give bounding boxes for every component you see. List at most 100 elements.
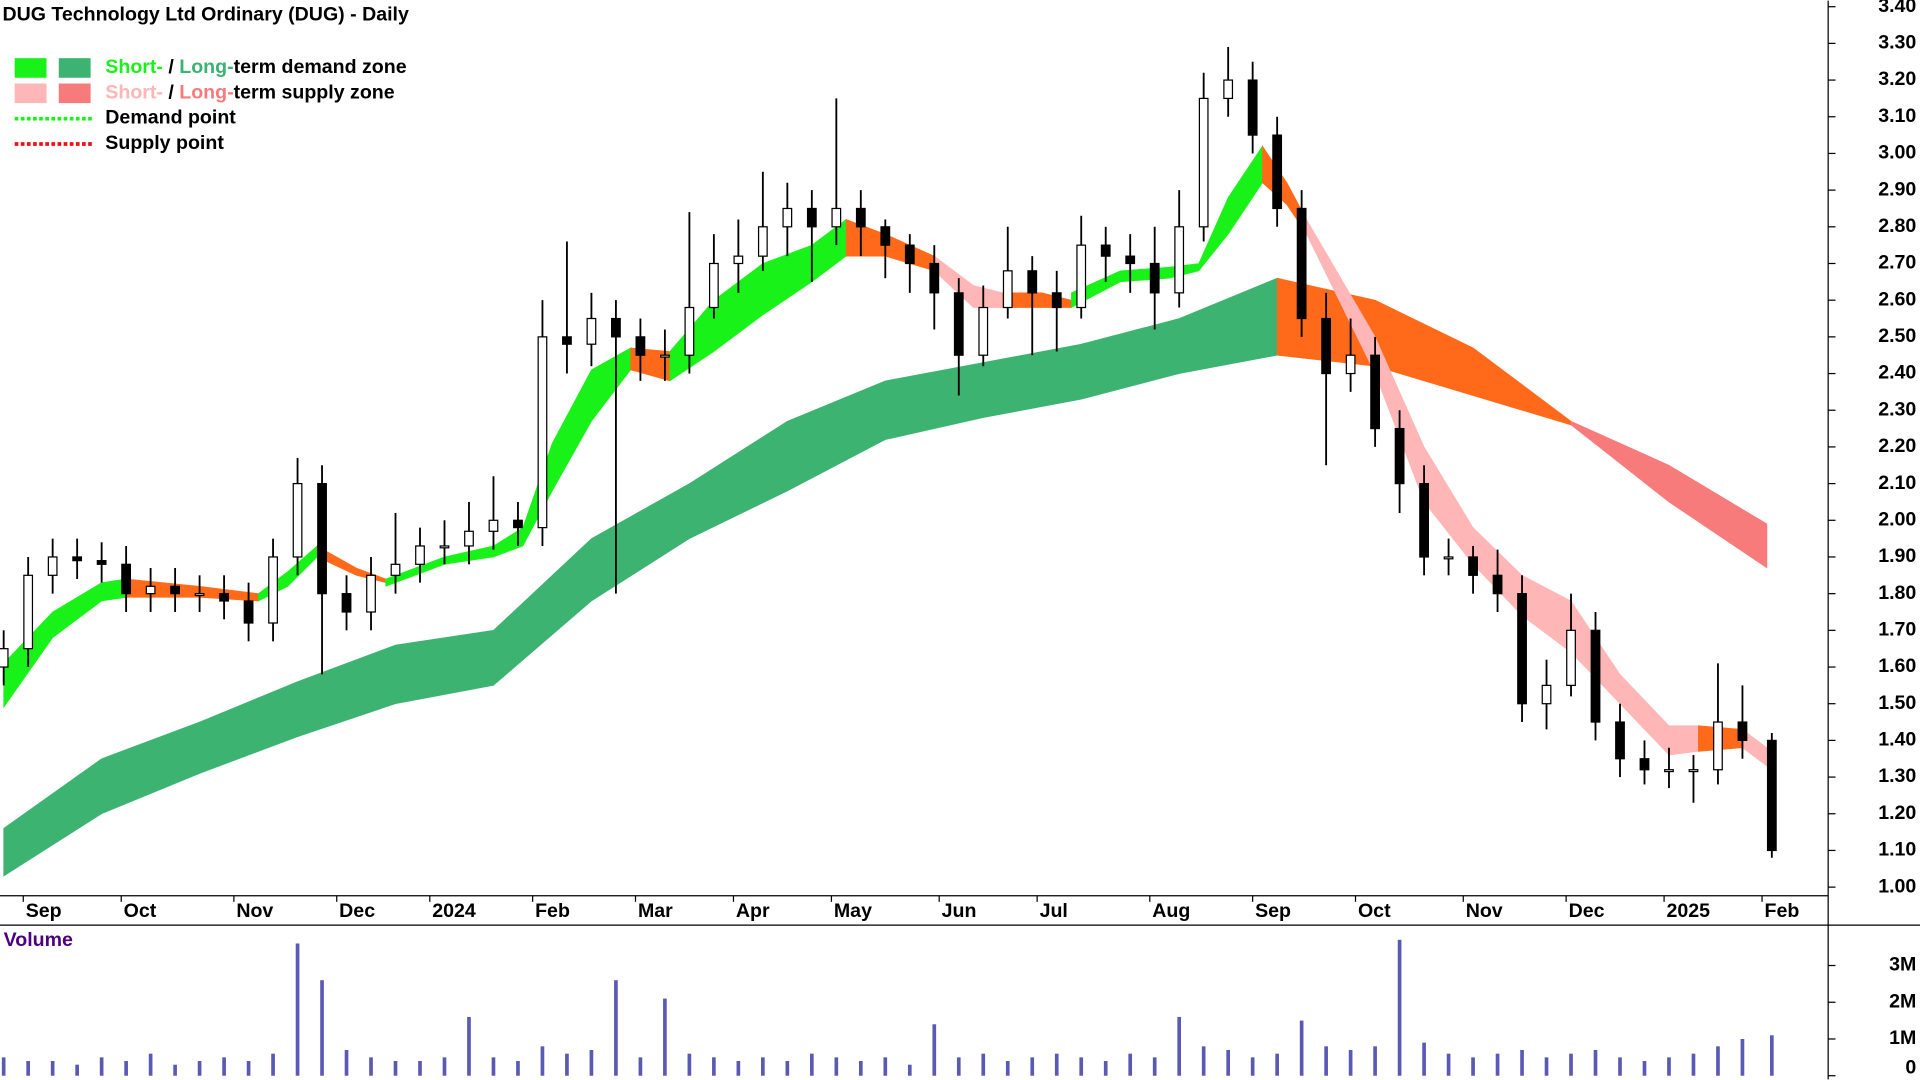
candle-body <box>243 600 254 624</box>
volume-bar <box>1593 1050 1598 1076</box>
y-tick-label: 1.90 <box>1878 545 1916 567</box>
legend-label-part: Short- <box>105 81 163 103</box>
candle-body <box>488 519 499 532</box>
y-tick-label: 1.60 <box>1878 655 1916 677</box>
candle-body <box>1149 262 1160 294</box>
volume-bar <box>687 1053 692 1076</box>
volume-bar <box>785 1061 790 1076</box>
volume-bar <box>883 1057 888 1076</box>
candle-body <box>1125 255 1136 265</box>
volume-bar <box>1250 1057 1255 1076</box>
y-tick-label: 2.70 <box>1878 252 1916 274</box>
candle-body <box>121 563 132 595</box>
candle-body <box>929 262 940 294</box>
y-tick-label: 1.00 <box>1878 875 1916 897</box>
candle-body <box>1394 427 1405 485</box>
x-tick-label: Feb <box>1764 900 1799 922</box>
volume-bars <box>1 939 1774 1076</box>
y-tick-label: 2.10 <box>1878 472 1916 494</box>
candle-body <box>170 585 180 595</box>
volume-bar <box>981 1053 986 1076</box>
volume-bar <box>516 1061 520 1076</box>
candle-body <box>1321 317 1332 375</box>
volume-bar <box>565 1053 569 1076</box>
volume-bar <box>1495 1053 1500 1076</box>
candle-body <box>1419 482 1429 558</box>
candle-body <box>635 336 646 356</box>
volume-bar <box>1397 939 1402 1076</box>
volume-bar <box>1201 1046 1206 1076</box>
volume-bar <box>540 1046 545 1076</box>
volume-bar <box>1471 1057 1475 1076</box>
candle-body <box>1590 629 1601 723</box>
candle-body <box>1615 721 1625 760</box>
volume-tick-label: 2M <box>1889 990 1916 1012</box>
volume-bar <box>1152 1057 1157 1076</box>
volume-bar <box>369 1057 373 1076</box>
candle-body <box>0 648 9 668</box>
volume-bar <box>344 1050 349 1076</box>
candle-body <box>904 244 915 265</box>
x-tick-label: 2024 <box>432 900 476 922</box>
candle-body <box>1664 769 1674 773</box>
y-tick-label: 1.30 <box>1878 765 1916 787</box>
candle-body <box>1272 134 1283 210</box>
candle-body <box>782 207 793 228</box>
y-tick-label: 2.00 <box>1878 508 1916 530</box>
y-tick-label: 2.60 <box>1878 288 1916 310</box>
candle-body <box>145 585 156 595</box>
volume-bar <box>1740 1038 1745 1076</box>
y-tick-label: 1.10 <box>1878 839 1916 861</box>
volume-bar <box>246 1061 251 1076</box>
candle-body <box>292 482 303 558</box>
volume-bar <box>956 1057 961 1076</box>
volume-bar <box>932 1024 937 1076</box>
candle-body <box>537 336 548 529</box>
y-tick-label: 2.40 <box>1878 362 1916 384</box>
candle-body <box>831 207 842 228</box>
volume-bar <box>1691 1053 1696 1076</box>
candle-body <box>439 545 450 549</box>
candle-body <box>1370 354 1380 430</box>
volume-bar <box>663 998 667 1076</box>
candle-body <box>194 593 205 597</box>
x-tick-label: Aug <box>1152 900 1190 922</box>
candle-body <box>562 336 572 345</box>
x-tick-label: Sep <box>1255 900 1291 922</box>
candle-body <box>464 530 474 547</box>
y-tick-label: 2.20 <box>1878 435 1916 457</box>
candle-body <box>1051 292 1062 309</box>
volume-bar <box>1520 1050 1524 1076</box>
y-tick-label: 1.80 <box>1878 582 1916 604</box>
candle-body <box>513 519 523 529</box>
volume-bar <box>442 1057 447 1076</box>
candle-body <box>1468 556 1478 576</box>
volume-bar <box>1054 1053 1059 1076</box>
volume-bar <box>1422 1042 1426 1076</box>
y-tick-label: 2.50 <box>1878 325 1916 347</box>
candle-body <box>733 255 744 265</box>
x-tick-label: Apr <box>736 900 770 922</box>
candle-body <box>1541 684 1552 705</box>
legend-label: Demand point <box>105 107 236 129</box>
y-tick-label: 2.30 <box>1878 398 1916 420</box>
legend-swatch <box>14 83 47 104</box>
legend-label: Short- / Long-term demand zone <box>105 56 406 78</box>
volume-bar <box>1324 1046 1328 1076</box>
volume-tick-label: 0 <box>1905 1057 1916 1079</box>
candle-body <box>757 226 768 257</box>
legend-label: Supply point <box>105 132 224 154</box>
volume-bar <box>1348 1050 1353 1076</box>
x-tick-label: Nov <box>236 900 273 922</box>
x-tick-label: Sep <box>26 900 62 922</box>
candle-body <box>415 545 425 565</box>
y-tick-label: 3.20 <box>1878 68 1916 90</box>
volume-bar <box>418 1061 422 1076</box>
volume-bar <box>1 1057 6 1076</box>
candle-body <box>1639 758 1650 771</box>
volume-bar <box>99 1057 104 1076</box>
candle-body <box>96 560 107 565</box>
candle-body <box>660 354 670 358</box>
